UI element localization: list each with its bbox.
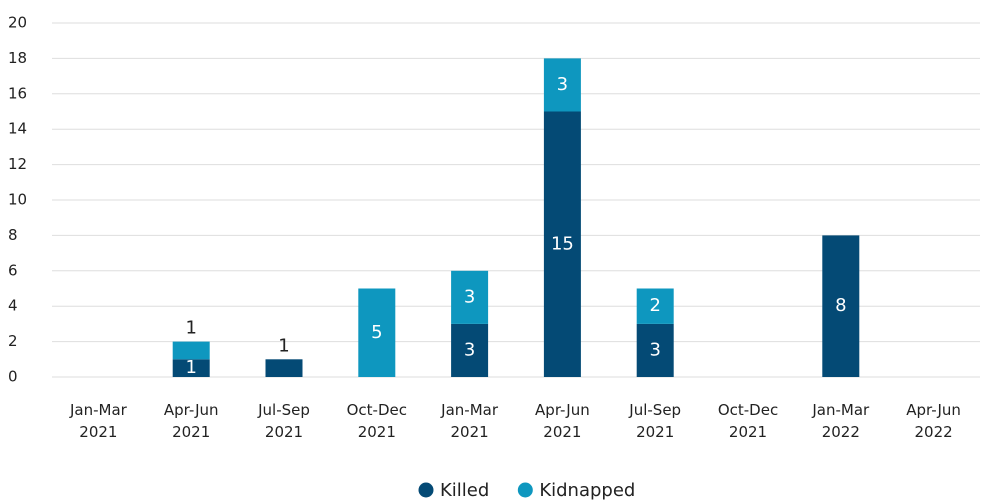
bar-segment: [358, 288, 396, 377]
bar-segment: [172, 341, 210, 360]
x-tick-label: Oct-Dec 2021: [718, 401, 778, 441]
x-tick-label: Jan-Mar 2021: [440, 401, 499, 441]
legend-label: Killed: [440, 480, 489, 500]
bar-segment: [265, 359, 303, 377]
y-tick-label: 2: [8, 332, 18, 350]
y-tick-label: 20: [8, 14, 27, 32]
bar-segment: [636, 323, 674, 377]
x-tick-label: Jan-Mar 2021: [69, 401, 128, 441]
x-tick-label: Jul-Sep 2021: [628, 401, 681, 441]
data-label: 3: [649, 339, 660, 360]
legend-marker: [418, 482, 434, 498]
bar-segment: [172, 359, 210, 377]
data-label: 5: [371, 322, 382, 343]
x-tick-label: Oct-Dec 2021: [347, 401, 407, 441]
y-tick-label: 8: [8, 226, 18, 244]
x-tick-label: Jan-Mar 2022: [811, 401, 870, 441]
y-tick-label: 12: [8, 155, 27, 173]
y-tick-label: 4: [8, 297, 18, 315]
y-tick-label: 6: [8, 261, 18, 279]
y-tick-label: 10: [8, 191, 27, 209]
x-tick-label: Apr-Jun 2021: [164, 401, 219, 441]
y-tick-label: 14: [8, 120, 27, 138]
data-label: 3: [464, 339, 475, 360]
data-label: 3: [464, 286, 475, 307]
bar-segment: [636, 288, 674, 324]
data-label: 3: [557, 74, 568, 95]
legend-label: Kidnapped: [539, 480, 635, 500]
data-label: 15: [551, 233, 574, 254]
x-tick-label: Apr-Jun 2022: [906, 401, 961, 441]
data-label: 8: [835, 295, 846, 316]
data-label: 2: [649, 295, 660, 316]
y-tick-label: 16: [8, 84, 27, 102]
x-tick-label: Apr-Jun 2021: [535, 401, 590, 441]
bar-segment: [822, 235, 860, 377]
data-label: 1: [185, 357, 196, 378]
x-tick-label: Jul-Sep 2021: [257, 401, 310, 441]
data-label: 1: [185, 318, 196, 339]
data-label: 1: [278, 335, 289, 356]
bar-segment: [451, 323, 489, 377]
bar-segment: [451, 270, 489, 324]
bar-segment: [543, 111, 581, 377]
y-tick-label: 18: [8, 49, 27, 67]
y-tick-label: 0: [8, 368, 18, 386]
legend-marker: [517, 482, 533, 498]
bar-segment: [543, 58, 581, 112]
